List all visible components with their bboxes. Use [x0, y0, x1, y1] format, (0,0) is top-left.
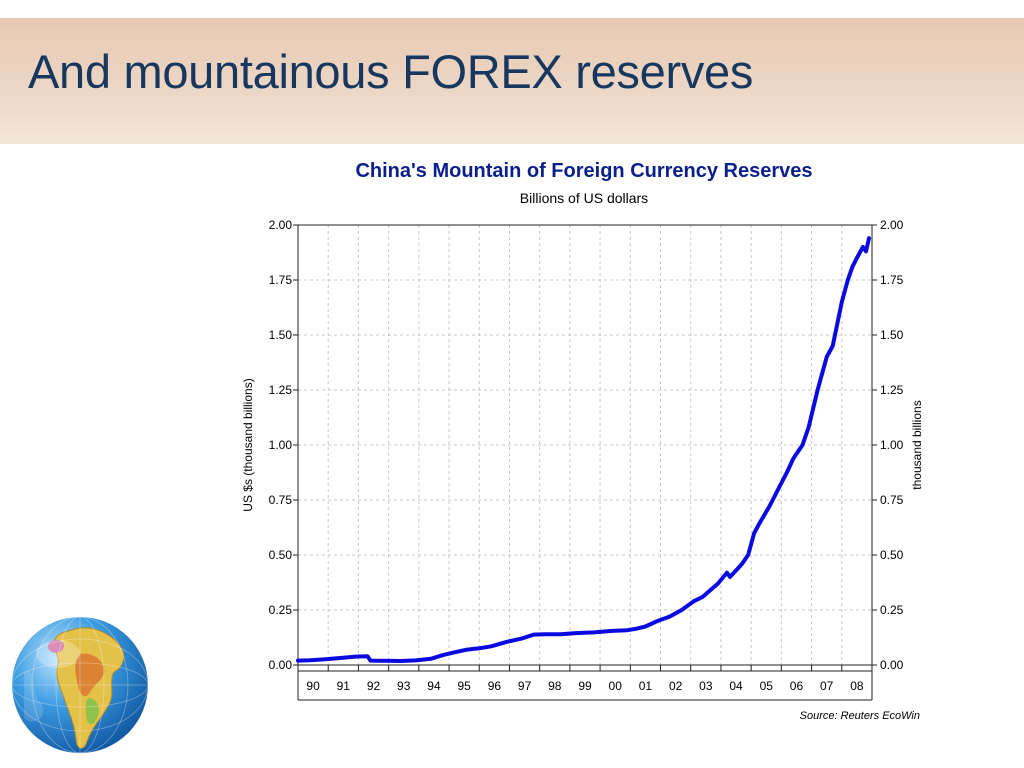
source-note: Source: Reuters EcoWin [799, 710, 920, 722]
y-tick-label-left: 1.25 [269, 383, 293, 397]
x-tick-label: 98 [548, 679, 562, 693]
x-tick-label: 92 [367, 679, 381, 693]
x-tick-label: 04 [729, 679, 743, 693]
globe-icon [12, 617, 148, 753]
x-tick-label: 00 [609, 679, 623, 693]
y-axis-label-right: thousand billions [910, 400, 924, 489]
x-tick-label: 05 [760, 679, 774, 693]
y-tick-label-left: 1.00 [269, 438, 293, 452]
y-tick-label-right: 1.75 [880, 273, 904, 287]
y-axis-label-left: US $s (thousand billions) [241, 378, 255, 511]
right-y-axis: 0.00 0.25 0.50 0.75 1.00 1.25 1.50 1.75 2.00 [872, 218, 904, 672]
x-tick-label: 99 [578, 679, 592, 693]
y-tick-label-right: 0.25 [880, 603, 904, 617]
y-tick-label-left: 1.75 [269, 273, 293, 287]
x-tick-label: 91 [337, 679, 351, 693]
y-tick-label-left: 0.25 [269, 603, 293, 617]
x-tick-label: 96 [488, 679, 502, 693]
chart-subtitle: Billions of US dollars [519, 190, 649, 206]
left-y-axis: 0.00 0.25 0.50 0.75 1.00 1.25 1.50 1.75 2.00 [269, 218, 298, 672]
x-tick-label: 95 [457, 679, 471, 693]
slide-title: And mountainous FOREX reserves [28, 45, 754, 98]
x-tick-label: 06 [790, 679, 804, 693]
y-tick-label-left: 0.00 [269, 658, 293, 672]
y-tick-label-right: 1.00 [880, 438, 904, 452]
x-axis: 90 91 92 93 94 95 96 97 98 99 00 01 02 03 04 05 06 07 08 [297, 665, 873, 701]
x-tick-label: 03 [699, 679, 713, 693]
y-tick-label-left: 1.50 [269, 328, 293, 342]
x-tick-label: 90 [306, 679, 320, 693]
y-tick-label-right: 0.50 [880, 548, 904, 562]
y-tick-label-right: 1.50 [880, 328, 904, 342]
y-tick-label-left: 0.50 [269, 548, 293, 562]
y-tick-label-right: 2.00 [880, 218, 904, 232]
x-tick-label: 97 [518, 679, 532, 693]
x-tick-label: 93 [397, 679, 411, 693]
title-band [0, 18, 1024, 144]
x-tick-label: 08 [850, 679, 864, 693]
x-tick-label: 94 [427, 679, 441, 693]
y-tick-label-right: 1.25 [880, 383, 904, 397]
chart-grid [298, 225, 872, 665]
x-tick-label: 07 [820, 679, 834, 693]
x-tick-label: 02 [669, 679, 683, 693]
y-tick-label-right: 0.00 [880, 658, 904, 672]
x-tick-label: 01 [639, 679, 653, 693]
y-tick-label-right: 0.75 [880, 493, 904, 507]
y-tick-label-left: 2.00 [269, 218, 293, 232]
y-tick-label-left: 0.75 [269, 493, 293, 507]
reserves-series-line [296, 236, 871, 663]
chart-title: China's Mountain of Foreign Currency Res… [355, 160, 813, 182]
